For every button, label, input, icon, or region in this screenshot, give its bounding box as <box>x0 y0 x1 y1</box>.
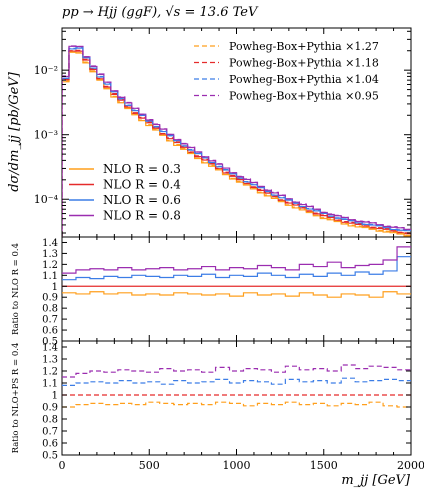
ratio-nlops-y-tick-label: 1.3 <box>42 355 58 366</box>
ratio-nlops-y-tick-label: 1.2 <box>42 367 58 378</box>
main-series-line <box>62 47 411 237</box>
chart-title: pp → Hjj (ggF), √s = 13.6 TeV <box>62 5 259 20</box>
x-tick-label: 500 <box>139 459 160 472</box>
ratio-nlo-y-axis-label: Ratio to NLO R = 0.4 <box>11 243 21 335</box>
ratio-nlops-y-tick-label: 0.5 <box>42 451 58 462</box>
ratio-nlops-y-axis-label: Ratio to NLO+PS R = 0.4 <box>11 343 21 454</box>
main-series-line <box>62 45 411 237</box>
legend-label: NLO R = 0.4 <box>103 178 181 192</box>
ratio-nlops-y-tick-label: 1.1 <box>42 379 58 390</box>
ratio-nlo-y-tick-label: 1.1 <box>42 271 58 282</box>
main-y-tick-label: 10⁻² <box>34 64 58 77</box>
ratio-nlops-y-tick-label: 1 <box>52 391 58 402</box>
legend-label: Powheg-Box+Pythia ×1.18 <box>229 57 379 70</box>
legend-label: Powheg-Box+Pythia ×1.27 <box>229 40 379 53</box>
ratio-nlops-series-line <box>62 364 411 378</box>
main-y-axis-label: dσ/dm_jj [pb/GeV] <box>7 71 22 191</box>
ratio-nlo-series-line <box>62 246 411 274</box>
x-tick-label: 2000 <box>397 459 424 472</box>
main-y-tick-label: 10⁻³ <box>34 129 58 142</box>
ratio-nlo-y-tick-label: 1 <box>52 282 58 293</box>
x-tick-label: 1500 <box>310 459 338 472</box>
chart-marks: 0 500 1000 1500 200010⁻²10⁻³10⁻⁴0.50.60.70.8… <box>34 28 424 472</box>
ratio-nlops-series-line <box>62 377 411 386</box>
legend-label: Powheg-Box+Pythia ×1.04 <box>229 73 379 86</box>
ratio-nlops-frame <box>61 340 412 456</box>
ratio-nlo-y-tick-label: 1.3 <box>42 249 58 260</box>
legend-label: NLO R = 0.3 <box>103 162 181 176</box>
ratio-nlo-series-line <box>62 291 411 298</box>
ratio-nlo-y-tick-label: 1.2 <box>42 260 58 271</box>
ratio-nlo-y-tick-label: 0.9 <box>42 293 58 304</box>
legend-label: NLO R = 0.8 <box>103 209 181 223</box>
ratio-nlo-y-tick-label: 0.5 <box>42 337 58 348</box>
main-y-tick-label: 10⁻⁴ <box>34 193 59 206</box>
legend-label: Powheg-Box+Pythia ×0.95 <box>229 90 379 103</box>
ratio-nlops-y-tick-label: 0.8 <box>42 415 58 426</box>
legend-label: NLO R = 0.6 <box>103 193 181 207</box>
x-tick-label: 1000 <box>223 459 251 472</box>
x-axis-label: m_jj [GeV] <box>341 473 411 488</box>
ratio-nlo-y-tick-label: 0.7 <box>42 315 58 326</box>
ratio-nlops-y-tick-label: 0.9 <box>42 403 58 414</box>
ratio-nlo-y-tick-label: 1.4 <box>42 238 58 249</box>
ratio-nlops-y-tick-label: 1.4 <box>42 343 58 354</box>
x-tick-label: 0 <box>59 459 66 472</box>
ratio-nlo-y-tick-label: 0.8 <box>42 304 58 315</box>
ratio-nlo-frame <box>61 236 412 342</box>
ratio-nlo-y-tick-label: 0.6 <box>42 326 58 337</box>
ratio-nlo-series-line <box>62 256 411 281</box>
main-series-line <box>62 49 411 237</box>
ratio-nlops-y-tick-label: 0.6 <box>42 439 58 450</box>
ratio-nlops-y-tick-label: 0.7 <box>42 427 58 438</box>
ratio-nlops-series-line <box>62 401 411 408</box>
